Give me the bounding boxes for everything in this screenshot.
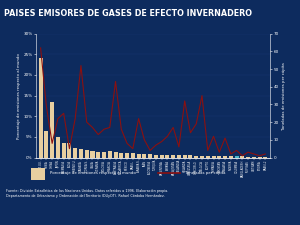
Y-axis label: Toneladas de emisiones per cápita: Toneladas de emisiones per cápita — [281, 62, 286, 130]
FancyBboxPatch shape — [31, 168, 45, 180]
Bar — [223, 156, 227, 157]
Bar — [142, 154, 146, 157]
Bar — [119, 153, 123, 157]
Bar — [125, 153, 129, 158]
Bar — [136, 154, 141, 157]
Bar — [131, 153, 135, 157]
Text: Fuente: División Estadística de las Naciones Unidas. Datos referidos a 1996. Ela: Fuente: División Estadística de las Naci… — [6, 189, 168, 198]
Bar — [73, 148, 77, 157]
Bar — [50, 102, 54, 158]
Bar — [160, 155, 164, 158]
Bar — [165, 155, 169, 157]
Bar — [200, 156, 204, 157]
Bar — [217, 156, 221, 157]
Bar — [188, 155, 193, 158]
Text: Toneladas per cápita: Toneladas per cápita — [185, 171, 226, 175]
Bar — [85, 151, 89, 158]
Bar — [171, 155, 175, 158]
Bar — [113, 152, 118, 158]
Bar — [177, 155, 181, 158]
Bar — [258, 157, 262, 158]
Bar — [68, 143, 71, 157]
Bar — [108, 151, 112, 158]
Bar — [240, 156, 244, 157]
Bar — [96, 152, 100, 158]
Bar — [44, 131, 48, 158]
Bar — [246, 157, 250, 158]
Bar — [79, 149, 83, 158]
Bar — [263, 157, 267, 158]
Bar — [212, 156, 215, 157]
Bar — [252, 157, 256, 158]
Bar — [61, 143, 66, 158]
Bar — [148, 154, 152, 157]
Bar — [102, 152, 106, 158]
Bar — [183, 155, 187, 158]
Bar — [154, 155, 158, 158]
Bar — [56, 137, 60, 157]
Bar — [39, 58, 43, 158]
Text: Porcentaje de emisiones respecto al mundo: Porcentaje de emisiones respecto al mund… — [50, 171, 136, 175]
Bar — [206, 156, 210, 157]
Bar — [229, 156, 233, 157]
Bar — [194, 156, 198, 157]
Bar — [235, 156, 239, 157]
Text: PAISES EMISORES DE GASES DE EFECTO INVERNADERO: PAISES EMISORES DE GASES DE EFECTO INVER… — [4, 9, 253, 18]
Bar — [91, 151, 94, 158]
Y-axis label: Porcentaje de emisiones respecto al mundo: Porcentaje de emisiones respecto al mund… — [16, 53, 21, 139]
